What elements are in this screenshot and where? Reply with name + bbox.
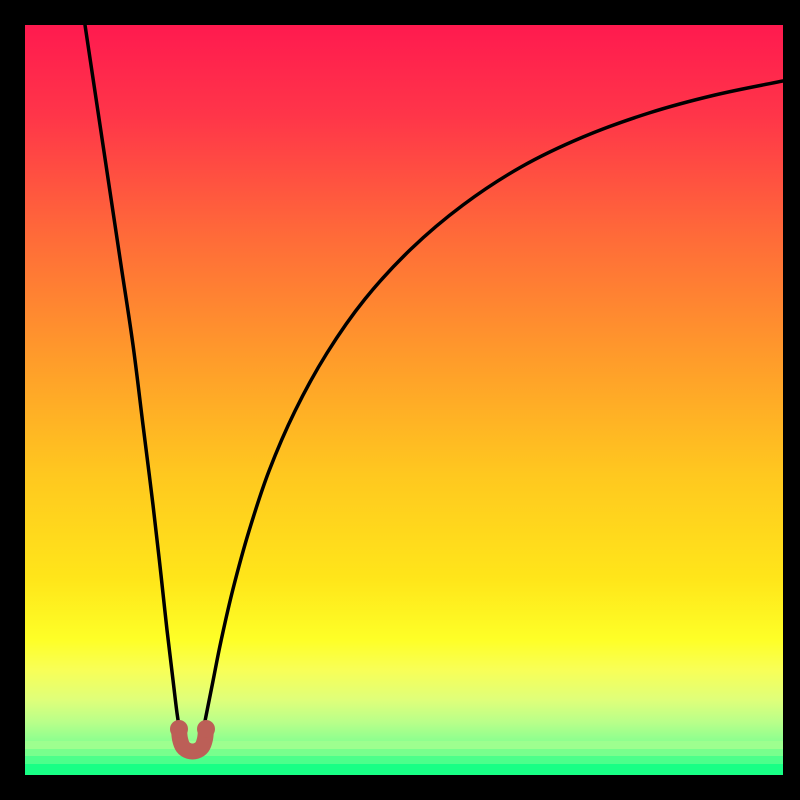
curve-layer: [25, 25, 783, 775]
u-marker-cap: [170, 720, 188, 738]
left-branch: [85, 25, 182, 741]
plot-area: [25, 25, 783, 775]
watermark-text: TheBottlenecker.com: [545, 0, 780, 28]
u-marker-cap: [197, 720, 215, 738]
right-branch: [201, 81, 783, 741]
chart-frame: TheBottlenecker.com: [0, 0, 800, 800]
